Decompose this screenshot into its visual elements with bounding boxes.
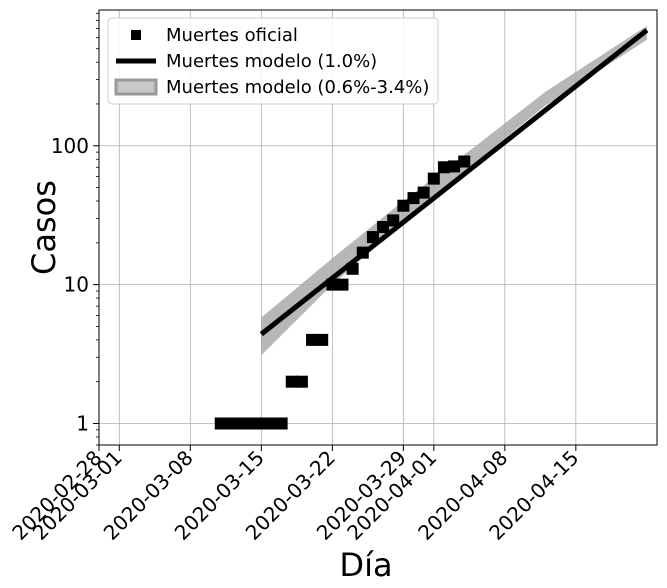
x-axis-label: Día [339, 546, 392, 584]
official-deaths-markers [214, 155, 471, 430]
legend-label: Muertes modelo (1.0%) [166, 51, 377, 72]
official-death-marker [417, 186, 430, 199]
y-tick-label: 100 [51, 134, 89, 158]
plot-frame [98, 9, 658, 446]
official-death-marker [458, 155, 471, 168]
legend-label: Muertes oficial [166, 25, 298, 46]
official-death-marker [448, 160, 461, 173]
official-death-marker [356, 246, 369, 259]
official-death-marker [336, 278, 349, 291]
x-axis-ticks: 2020-02-282020-03-012020-03-082020-03-15… [7, 445, 583, 545]
y-tick-label: 1 [76, 411, 89, 435]
legend-box [107, 17, 439, 105]
model-line-layer [259, 28, 649, 337]
official-death-marker [245, 417, 258, 430]
legend: Muertes oficial Muertes modelo (1.0%) Muer… [107, 17, 439, 105]
legend-label: Muertes modelo (0.6%-3.4%) [166, 77, 429, 98]
model-line [259, 28, 649, 337]
official-death-marker [387, 214, 400, 227]
official-death-marker [437, 161, 450, 174]
official-death-marker [295, 375, 308, 388]
y-tick-label: 10 [64, 273, 89, 297]
official-death-marker [214, 417, 227, 430]
legend-marker-key [131, 30, 141, 40]
official-death-marker [346, 262, 359, 275]
official-death-marker [275, 417, 288, 430]
y-axis-ticks: 1 10 100 [51, 12, 99, 446]
official-death-marker [235, 417, 248, 430]
official-death-marker [316, 333, 329, 346]
official-death-marker [366, 231, 379, 244]
official-death-marker [224, 417, 237, 430]
legend-band-key [114, 78, 158, 96]
official-death-marker [255, 417, 268, 430]
official-death-marker [306, 333, 319, 346]
official-death-marker [407, 192, 420, 205]
official-death-marker [285, 375, 298, 388]
official-death-marker [326, 278, 339, 291]
official-death-marker [265, 417, 278, 430]
official-death-marker [377, 221, 390, 234]
official-death-marker [427, 172, 440, 185]
y-axis-label: Casos [25, 180, 63, 275]
official-death-marker [397, 199, 410, 212]
